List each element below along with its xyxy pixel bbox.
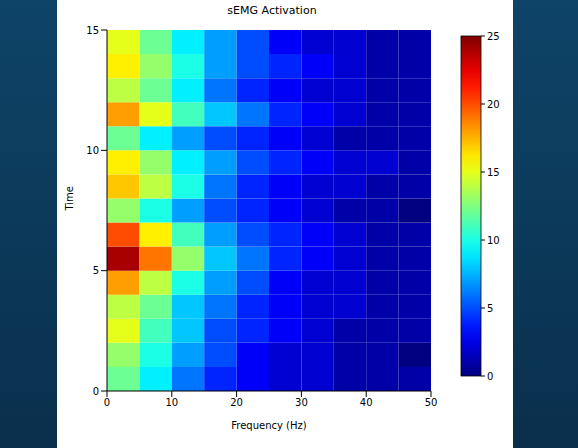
svg-text:0: 0 (487, 371, 493, 382)
svg-text:10: 10 (86, 145, 99, 156)
svg-text:15: 15 (86, 25, 99, 36)
svg-text:25: 25 (487, 31, 500, 42)
svg-text:Time: Time (64, 186, 75, 211)
svg-text:20: 20 (230, 397, 243, 408)
svg-text:50: 50 (425, 397, 438, 408)
svg-text:20: 20 (487, 99, 500, 110)
svg-text:5: 5 (93, 265, 99, 276)
svg-text:0: 0 (93, 386, 99, 397)
html-text:sEMG Activation: sEMG Activation (227, 4, 317, 17)
svg-text:15: 15 (487, 167, 500, 178)
svg-text:10: 10 (165, 397, 178, 408)
svg-text:0: 0 (104, 397, 110, 408)
svg-text:10: 10 (487, 235, 500, 246)
svg-text:5: 5 (487, 303, 493, 314)
svg-text:30: 30 (295, 397, 308, 408)
svg-text:40: 40 (360, 397, 373, 408)
svg-text:Frequency (Hz): Frequency (Hz) (231, 420, 307, 431)
